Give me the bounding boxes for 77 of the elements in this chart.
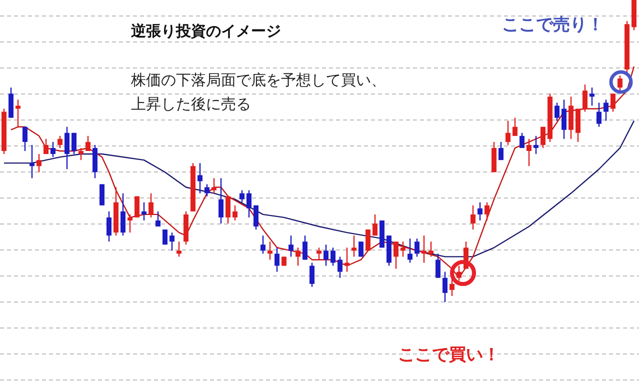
candlestick (282, 256, 286, 266)
candlestick (44, 138, 48, 155)
candlestick (512, 117, 518, 136)
candlestick (170, 232, 174, 252)
candlestick (604, 99, 608, 122)
candlestick (338, 256, 342, 278)
candlestick (610, 93, 616, 112)
candlestick (22, 126, 28, 152)
candlestick (330, 247, 336, 266)
candlestick (498, 141, 504, 161)
candlestick (78, 147, 84, 161)
candlestick (400, 241, 406, 258)
candlestick (484, 202, 490, 222)
candlestick (618, 74, 622, 92)
candlestick (562, 99, 566, 140)
candlestick (470, 204, 476, 230)
candlestick (436, 253, 440, 278)
candlestick (246, 190, 252, 218)
candlestick (596, 102, 602, 128)
candlestick (506, 120, 510, 146)
candlestick (128, 214, 132, 234)
candlestick (422, 234, 426, 264)
candlestick (358, 241, 364, 258)
candlestick (86, 135, 90, 152)
text: 逆張り投資のイメージ (130, 22, 281, 40)
candlestick (142, 202, 146, 222)
candlestick (226, 196, 230, 224)
candlestick (450, 277, 454, 297)
candlestick (554, 102, 560, 122)
candlestick (534, 135, 538, 155)
candlestick (254, 204, 258, 230)
candlestick (274, 247, 280, 272)
annotation: ここで売り！ (502, 15, 604, 35)
candlestick (408, 238, 412, 264)
candlestick (526, 138, 532, 167)
candlestick (296, 247, 300, 266)
candlestick (310, 262, 314, 288)
candlestick (72, 132, 76, 155)
candlestick (316, 247, 322, 260)
candlestick (16, 99, 20, 128)
candlestick (324, 244, 328, 266)
candlestick (58, 135, 62, 149)
candlestick (582, 84, 588, 112)
candlestick (372, 214, 378, 236)
candlestick (478, 202, 482, 222)
candlestick (288, 234, 294, 258)
candlestick (240, 190, 244, 203)
candlestick (162, 228, 168, 246)
candlestick (212, 178, 216, 194)
candlestick (156, 210, 160, 228)
candlestick (176, 241, 182, 258)
candlestick (36, 153, 42, 173)
candlestick (218, 178, 224, 224)
candlestick (198, 162, 202, 194)
candlestick (148, 192, 154, 218)
candlestick (204, 184, 210, 197)
candlestick (428, 241, 434, 258)
candlestick (260, 234, 266, 254)
candlestick (456, 265, 462, 282)
candlestick (590, 86, 594, 106)
candlestick (442, 271, 448, 303)
text: ここで買い！ (398, 345, 500, 365)
candlestick (394, 241, 398, 270)
candlestick (540, 126, 546, 149)
candlestick (120, 192, 126, 236)
candlestick (268, 241, 272, 260)
candlestick (302, 234, 308, 260)
candlestick (106, 210, 112, 242)
candlestick (64, 126, 70, 170)
candlestick (344, 247, 350, 272)
candlestick (352, 234, 356, 258)
candlestick (30, 144, 34, 179)
candlestick (50, 141, 56, 158)
candlestick (232, 204, 238, 222)
text: 株価の下落局面で底を予想して買い、上昇した後に売る (130, 71, 386, 113)
candlestick (414, 238, 420, 258)
candlestick (520, 132, 524, 149)
